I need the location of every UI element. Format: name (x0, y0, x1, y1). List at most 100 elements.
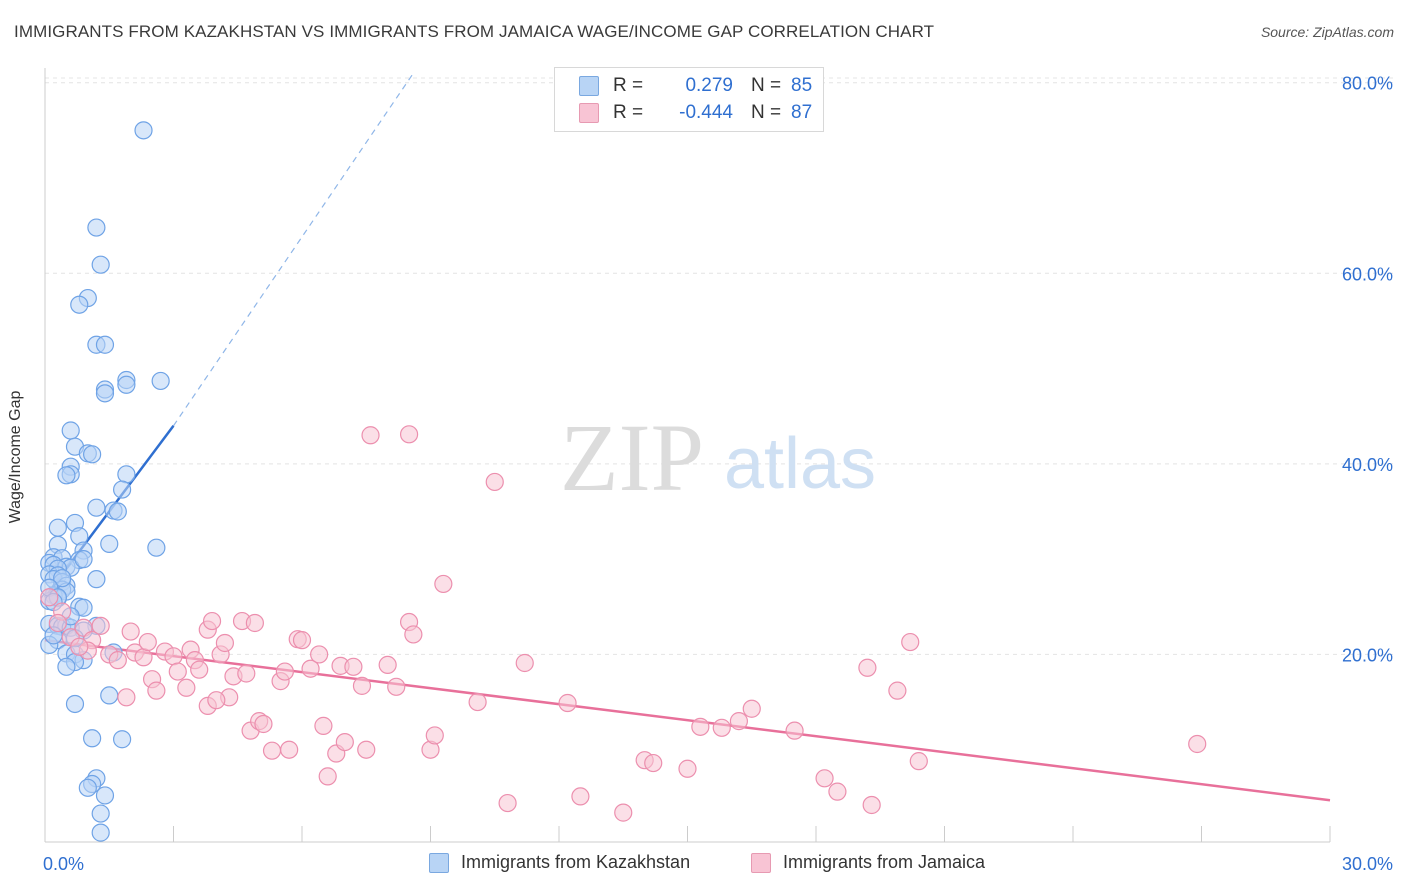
data-point-jamaica (785, 721, 804, 740)
data-point-jamaica (301, 659, 320, 678)
data-point-kazakhstan (48, 518, 67, 537)
data-point-kazakhstan (95, 335, 115, 354)
data-point-kazakhstan (83, 445, 102, 464)
data-point-kazakhstan (83, 729, 102, 748)
data-point-kazakhstan (91, 804, 110, 823)
legend-row-jamaica: R = -0.444 N = 87 (579, 100, 812, 126)
data-point-jamaica (121, 622, 140, 641)
data-point-jamaica (1188, 734, 1207, 754)
data-point-kazakhstan (61, 421, 80, 440)
data-point-kazakhstan (151, 371, 170, 391)
y-tick-label: 40.0% (1342, 455, 1393, 475)
data-point-jamaica (378, 655, 397, 675)
legend-n-label: N = (751, 102, 782, 123)
data-point-kazakhstan (78, 778, 97, 797)
source-label: Source: ZipAtlas.com (1260, 24, 1394, 40)
data-point-jamaica (425, 726, 444, 745)
data-point-kazakhstan (70, 295, 89, 314)
data-point-jamaica (344, 657, 363, 676)
data-point-kazakhstan (95, 786, 115, 805)
data-point-kazakhstan (134, 121, 153, 140)
data-point-jamaica (558, 693, 577, 713)
x-tick-label-min: 0.0% (43, 854, 84, 874)
legend-row-kazakhstan: R = 0.279 N = 85 (579, 73, 812, 99)
data-point-kazakhstan (95, 384, 115, 403)
data-point-jamaica (352, 676, 372, 695)
data-point-jamaica (245, 613, 264, 633)
data-point-jamaica (318, 767, 337, 786)
y-tick-label: 60.0% (1342, 264, 1393, 284)
legend-label-kazakhstan: Immigrants from Kazakhstan (461, 852, 691, 872)
data-point-jamaica (335, 732, 354, 752)
data-point-kazakhstan (57, 466, 76, 485)
data-point-jamaica (712, 718, 731, 737)
legend-r-label: R = (613, 75, 644, 96)
data-point-jamaica (357, 740, 376, 759)
data-point-jamaica (399, 425, 419, 444)
data-point-jamaica (237, 664, 256, 683)
gridlines (45, 77, 1395, 655)
data-point-kazakhstan (100, 686, 119, 705)
data-point-jamaica (515, 653, 534, 673)
data-point-jamaica (262, 741, 282, 760)
data-point-jamaica (91, 616, 110, 635)
data-point-jamaica (207, 691, 226, 710)
data-point-jamaica (202, 611, 222, 631)
legend-r-label: R = (613, 102, 644, 123)
data-point-jamaica (862, 795, 881, 815)
data-point-jamaica (168, 662, 187, 681)
data-point-jamaica (275, 662, 294, 681)
watermark: ZIP atlas (560, 404, 876, 511)
data-point-jamaica (117, 688, 136, 707)
legend-swatch-blue (429, 852, 449, 873)
y-tick-label: 20.0% (1342, 645, 1393, 665)
data-point-jamaica (644, 753, 663, 773)
tick-labels: 20.0% 40.0% 60.0% 80.0% 0.0% 30.0% (43, 74, 1393, 874)
y-tick-label: 80.0% (1342, 74, 1393, 94)
trend-line-kazakhstan-extension (173, 72, 414, 427)
data-points (40, 121, 1207, 842)
data-point-jamaica (361, 426, 380, 445)
data-point-jamaica (691, 717, 710, 736)
data-point-jamaica (729, 712, 749, 731)
legend-swatch-pink (579, 103, 599, 123)
data-point-jamaica (468, 692, 487, 712)
legend-item-kazakhstan: Immigrants from Kazakhstan (429, 852, 690, 873)
data-point-jamaica (498, 793, 517, 813)
data-point-kazakhstan (87, 570, 106, 589)
data-point-jamaica (387, 677, 406, 696)
data-point-jamaica (858, 658, 877, 677)
data-point-kazakhstan (87, 498, 106, 517)
legend-swatch-blue (579, 76, 599, 96)
data-point-jamaica (485, 472, 504, 492)
data-point-jamaica (678, 759, 697, 778)
data-point-jamaica (40, 588, 59, 607)
data-point-kazakhstan (65, 694, 85, 714)
legend-item-jamaica: Immigrants from Jamaica (751, 852, 985, 873)
data-point-jamaica (310, 645, 329, 664)
data-point-kazakhstan (87, 218, 106, 237)
data-point-kazakhstan (91, 823, 110, 842)
data-point-jamaica (138, 632, 157, 652)
data-point-jamaica (147, 681, 166, 700)
legend-n-value: 87 (791, 102, 813, 123)
data-point-jamaica (888, 681, 907, 700)
chart-title: IMMIGRANTS FROM KAZAKHSTAN VS IMMIGRANTS… (14, 22, 935, 41)
data-point-kazakhstan (117, 375, 136, 394)
data-point-kazakhstan (112, 730, 132, 749)
data-point-jamaica (742, 699, 761, 718)
data-point-kazakhstan (117, 465, 136, 484)
data-point-jamaica (164, 647, 183, 666)
data-point-kazakhstan (108, 502, 127, 521)
legend-r-value: 0.279 (685, 75, 733, 96)
legend-r-value: -0.444 (679, 102, 733, 123)
data-point-kazakhstan (112, 480, 132, 499)
trend-line-jamaica (44, 638, 1331, 802)
data-point-jamaica (571, 787, 590, 806)
watermark-atlas: atlas (724, 424, 876, 504)
x-tick-label-max: 30.0% (1342, 854, 1393, 874)
data-point-kazakhstan (91, 255, 110, 274)
data-point-jamaica (901, 632, 920, 652)
data-point-jamaica (70, 637, 89, 656)
